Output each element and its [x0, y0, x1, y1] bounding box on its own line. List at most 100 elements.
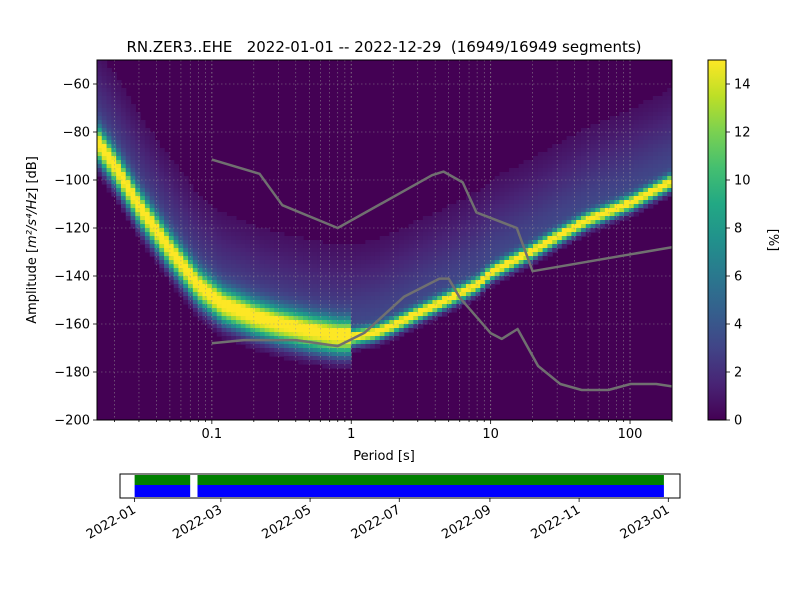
heatmap-cell: [595, 136, 601, 141]
heatmap-cell: [173, 164, 180, 169]
heatmap-cell: [130, 208, 136, 213]
heatmap-cell: [235, 304, 242, 309]
heatmap-cell: [384, 332, 390, 337]
heatmap-cell: [518, 268, 525, 273]
heatmap-cell: [398, 240, 405, 245]
heatmap-cell: [465, 240, 472, 245]
heatmap-cell: [159, 208, 165, 213]
heatmap-cell: [111, 132, 117, 137]
heatmap-cell: [240, 228, 247, 233]
heatmap-cell: [164, 220, 170, 225]
heatmap-cell: [140, 140, 146, 145]
heatmap-cell: [451, 252, 457, 257]
heatmap-cell: [231, 284, 237, 289]
heatmap-cell: [226, 272, 232, 277]
heatmap-cell: [628, 144, 635, 149]
heatmap-cell: [269, 264, 275, 269]
heatmap-cell: [346, 344, 352, 349]
heatmap-cell: [547, 236, 553, 241]
heatmap-cell: [317, 272, 323, 277]
heatmap-cell: [350, 272, 357, 277]
heatmap-cell: [327, 332, 333, 337]
heatmap-cell: [552, 212, 558, 217]
heatmap-cell: [384, 244, 390, 249]
heatmap-cell: [293, 348, 299, 353]
heatmap-cell: [494, 220, 501, 225]
heatmap-cell: [485, 264, 491, 269]
heatmap-cell: [595, 124, 601, 129]
heatmap-cell: [106, 92, 112, 97]
heatmap-cell: [216, 276, 223, 281]
heatmap-cell: [159, 224, 165, 229]
heatmap-cell: [432, 228, 438, 233]
heatmap-cell: [566, 152, 572, 157]
heatmap-cell: [600, 144, 606, 149]
heatmap-cell: [489, 184, 496, 189]
heatmap-cell: [365, 256, 371, 261]
heatmap-cell: [341, 272, 347, 277]
heatmap-cell: [576, 196, 582, 201]
heatmap-cell: [442, 212, 448, 217]
heatmap-cell: [408, 284, 414, 289]
heatmap-cell: [355, 288, 362, 293]
heatmap-cell: [475, 248, 481, 253]
heatmap-cell: [418, 244, 424, 249]
heatmap-cell: [336, 324, 342, 329]
heatmap-cell: [336, 316, 342, 321]
heatmap-cell: [379, 236, 386, 241]
heatmap-cell: [164, 224, 170, 229]
heatmap-cell: [212, 228, 218, 233]
heatmap-cell: [374, 284, 381, 289]
heatmap-cell: [418, 252, 424, 257]
heatmap-cell: [235, 276, 242, 281]
heatmap-cell: [178, 264, 184, 269]
heatmap-cell: [355, 280, 362, 285]
heatmap-cell: [528, 160, 534, 165]
heatmap-cell: [97, 88, 103, 93]
heatmap-cell: [350, 348, 357, 353]
heatmap-cell: [461, 244, 467, 249]
heatmap-cell: [183, 192, 189, 197]
heatmap-cell: [264, 348, 271, 353]
heatmap-cell: [341, 328, 347, 333]
heatmap-cell: [212, 276, 218, 281]
heatmap-cell: [164, 240, 170, 245]
heatmap-cell: [422, 308, 429, 313]
heatmap-cell: [446, 300, 453, 305]
heatmap-cell: [101, 164, 108, 169]
heatmap-cell: [231, 236, 237, 241]
heatmap-cell: [303, 360, 309, 365]
heatmap-cell: [432, 296, 438, 301]
heatmap-cell: [226, 316, 232, 321]
heatmap-cell: [101, 148, 108, 153]
heatmap-cell: [240, 312, 247, 317]
heatmap-cell: [427, 216, 434, 221]
heatmap-cell: [168, 208, 175, 213]
heatmap-cell: [164, 236, 170, 241]
heatmap-cell: [341, 256, 347, 261]
heatmap-cell: [451, 232, 457, 237]
heatmap-cell: [489, 276, 496, 281]
heatmap-cell: [341, 320, 347, 325]
heatmap-cell: [192, 228, 199, 233]
heatmap-cell: [389, 332, 395, 337]
heatmap-cell: [327, 244, 333, 249]
heatmap-cell: [509, 240, 515, 245]
heatmap-cell: [446, 268, 453, 273]
heatmap-cell: [609, 176, 616, 181]
heatmap-cell: [422, 264, 429, 269]
heatmap-cell: [240, 236, 247, 241]
heatmap-cell: [614, 168, 620, 173]
heatmap-cell: [125, 148, 132, 153]
heatmap-cell: [628, 120, 635, 125]
heatmap-cell: [384, 300, 390, 305]
heatmap-cell: [322, 304, 328, 309]
heatmap-cell: [140, 148, 146, 153]
heatmap-cell: [427, 244, 434, 249]
heatmap-cell: [283, 288, 290, 293]
heatmap-cell: [101, 124, 108, 129]
heatmap-cell: [451, 212, 457, 217]
heatmap-cell: [365, 332, 371, 337]
heatmap-cell: [144, 172, 151, 177]
heatmap-cell: [197, 264, 204, 269]
